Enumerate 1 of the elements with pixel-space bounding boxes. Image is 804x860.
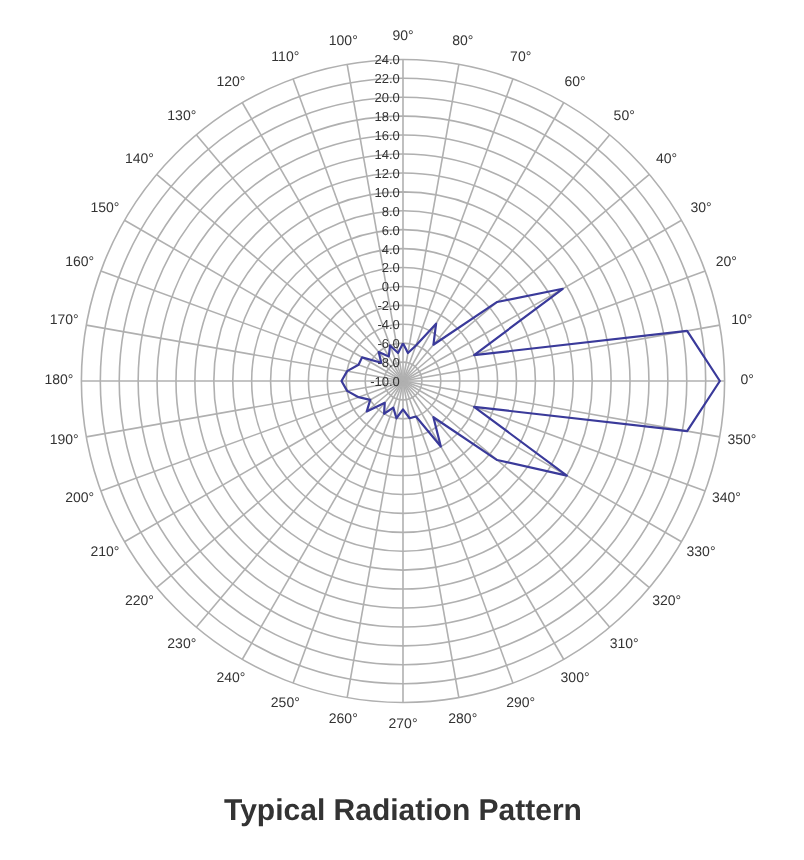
text: Typical Radiation Pattern: [224, 794, 582, 828]
